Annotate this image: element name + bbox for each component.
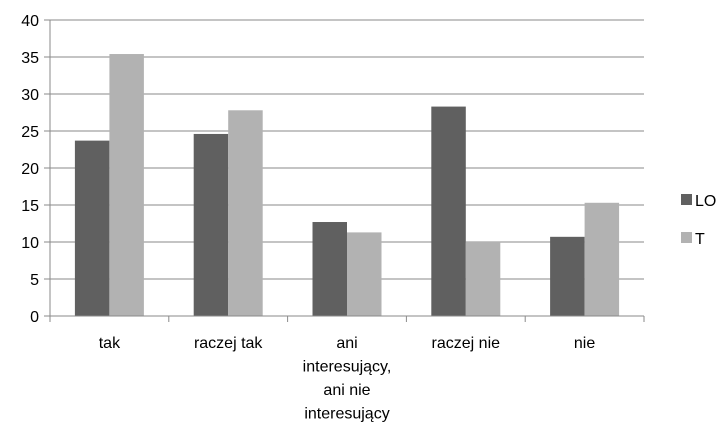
- y-tick-label: 15: [21, 198, 39, 215]
- y-tick-labels: 0 5 10 15 20 25 30 35 40: [21, 13, 39, 326]
- bar-t: [347, 232, 382, 316]
- x-tick-label: raczej tak: [194, 335, 263, 352]
- x-tick-label: raczej nie: [432, 335, 501, 352]
- bar-lo: [193, 133, 229, 316]
- gridlines: [50, 19, 644, 280]
- bar-lo: [74, 140, 110, 316]
- bar-t: [584, 202, 620, 316]
- y-tick-label: 10: [21, 235, 39, 252]
- y-tick-label: 30: [21, 87, 39, 104]
- x-tick-label: ani interesujący, ani nie interesujący: [303, 335, 392, 423]
- bar-lo: [431, 106, 466, 316]
- y-tick-label: 5: [30, 272, 39, 289]
- legend-label-t: T: [695, 231, 705, 248]
- x-tick-label: tak: [99, 335, 121, 352]
- bar-t: [228, 110, 263, 316]
- y-tick-label: 40: [21, 13, 39, 30]
- legend: LO T: [681, 193, 716, 248]
- bar-t: [465, 241, 501, 316]
- bar-lo: [312, 222, 347, 316]
- axes: [44, 19, 645, 322]
- legend-swatch-t: [681, 232, 692, 243]
- y-tick-label: 20: [21, 161, 39, 178]
- bars: [74, 54, 620, 316]
- bar-t: [109, 54, 144, 316]
- y-tick-label: 0: [30, 309, 39, 326]
- x-tick-label: nie: [574, 335, 595, 352]
- legend-swatch-lo: [681, 194, 692, 205]
- y-tick-label: 25: [21, 124, 39, 141]
- legend-label-lo: LO: [695, 193, 716, 210]
- y-tick-label: 35: [21, 50, 39, 67]
- bar-lo: [550, 236, 585, 316]
- x-tick-labels: tak raczej tak ani interesujący, ani nie inte…: [99, 335, 596, 423]
